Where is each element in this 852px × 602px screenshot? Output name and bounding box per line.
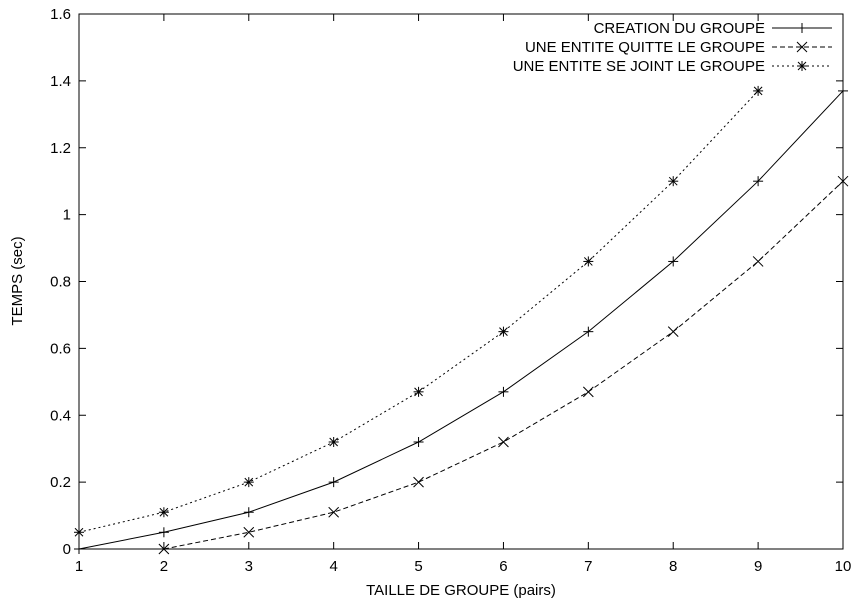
data-point-plus-marker: [838, 85, 848, 96]
series-line: [78, 90, 759, 533]
series-line: [163, 180, 844, 550]
y-tick-label: 0.4: [50, 407, 71, 424]
data-point-plus-marker: [583, 326, 594, 337]
x-tick-label: 4: [329, 558, 337, 575]
y-axis-label: TEMPS (sec): [9, 236, 26, 325]
data-point-star-marker: [328, 437, 339, 447]
data-point-plus-marker: [328, 477, 339, 488]
series-layer: [74, 85, 849, 555]
data-point-plus-marker: [243, 507, 254, 518]
data-point-plus-marker: [413, 437, 424, 447]
data-point-cross-marker: [667, 326, 679, 338]
legend-label: CREATION DU GROUPE: [594, 20, 765, 37]
y-tick-label: 0: [63, 541, 71, 558]
series-2: [158, 175, 849, 555]
data-point-cross-marker: [837, 175, 849, 187]
data-point-star-marker: [74, 527, 84, 538]
data-point-cross-marker: [328, 506, 340, 518]
x-tick-label: 8: [669, 558, 677, 575]
plot-frame: [78, 13, 844, 550]
legend-label: UNE ENTITE SE JOINT LE GROUPE: [513, 58, 765, 75]
y-tick-label: 0.8: [50, 274, 71, 291]
data-point-star-marker: [158, 507, 169, 518]
data-point-star-marker: [753, 85, 764, 96]
data-point-star-marker: [583, 256, 594, 267]
x-tick-label: 10: [835, 558, 852, 575]
data-point-cross-marker: [243, 526, 255, 538]
x-tick-label: 2: [160, 558, 168, 575]
x-tick-label: 3: [245, 558, 253, 575]
legend-label: UNE ENTITE QUITTE LE GROUPE: [525, 39, 765, 56]
legend: CREATION DU GROUPE UNE ENTITE QUITTE LE G…: [513, 20, 832, 75]
data-point-plus-marker: [668, 256, 679, 267]
x-tick-label: 5: [414, 558, 422, 575]
legend-item: UNE ENTITE QUITTE LE GROUPE: [525, 39, 832, 56]
data-point-cross-marker: [582, 386, 594, 398]
data-point-star-marker: [243, 477, 254, 488]
x-tick-label: 6: [499, 558, 507, 575]
legend-item: UNE ENTITE SE JOINT LE GROUPE: [513, 58, 832, 75]
y-tick-label: 0.2: [50, 474, 71, 491]
series-1: [74, 85, 848, 554]
y-tick-label: 0.6: [50, 340, 71, 357]
y-tick-label: 1.2: [50, 140, 71, 157]
legend-item: CREATION DU GROUPE: [594, 20, 832, 37]
data-point-plus-marker: [158, 527, 169, 538]
data-point-star-marker: [668, 176, 679, 187]
data-point-star-marker: [797, 61, 807, 71]
data-point-cross-marker: [158, 543, 170, 555]
series-line: [78, 90, 844, 550]
data-point-star-marker: [498, 326, 509, 337]
axis-ticks: 1 2 3 4 5 6 7 8 9 10 0 0.2 0.4 0.6 0.8 1 1.2 1.4 1.6: [50, 6, 851, 575]
y-tick-label: 1.4: [50, 73, 71, 90]
x-tick-label: 1: [75, 558, 83, 575]
y-tick-label: 1.6: [50, 6, 71, 23]
x-tick-label: 9: [754, 558, 762, 575]
data-point-plus-marker: [498, 386, 509, 397]
data-point-cross-marker: [413, 476, 424, 488]
data-point-cross-marker: [796, 41, 808, 53]
data-point-cross-marker: [752, 256, 764, 267]
x-tick-label: 7: [584, 558, 592, 575]
data-point-cross-marker: [498, 436, 509, 448]
series-3: [74, 85, 764, 538]
data-point-star-marker: [413, 386, 424, 397]
data-point-plus-marker: [74, 544, 84, 554]
y-tick-label: 1: [63, 207, 71, 224]
data-point-plus-marker: [797, 23, 807, 33]
x-axis-label: TAILLE DE GROUPE (pairs): [366, 582, 556, 599]
data-point-plus-marker: [753, 176, 764, 187]
